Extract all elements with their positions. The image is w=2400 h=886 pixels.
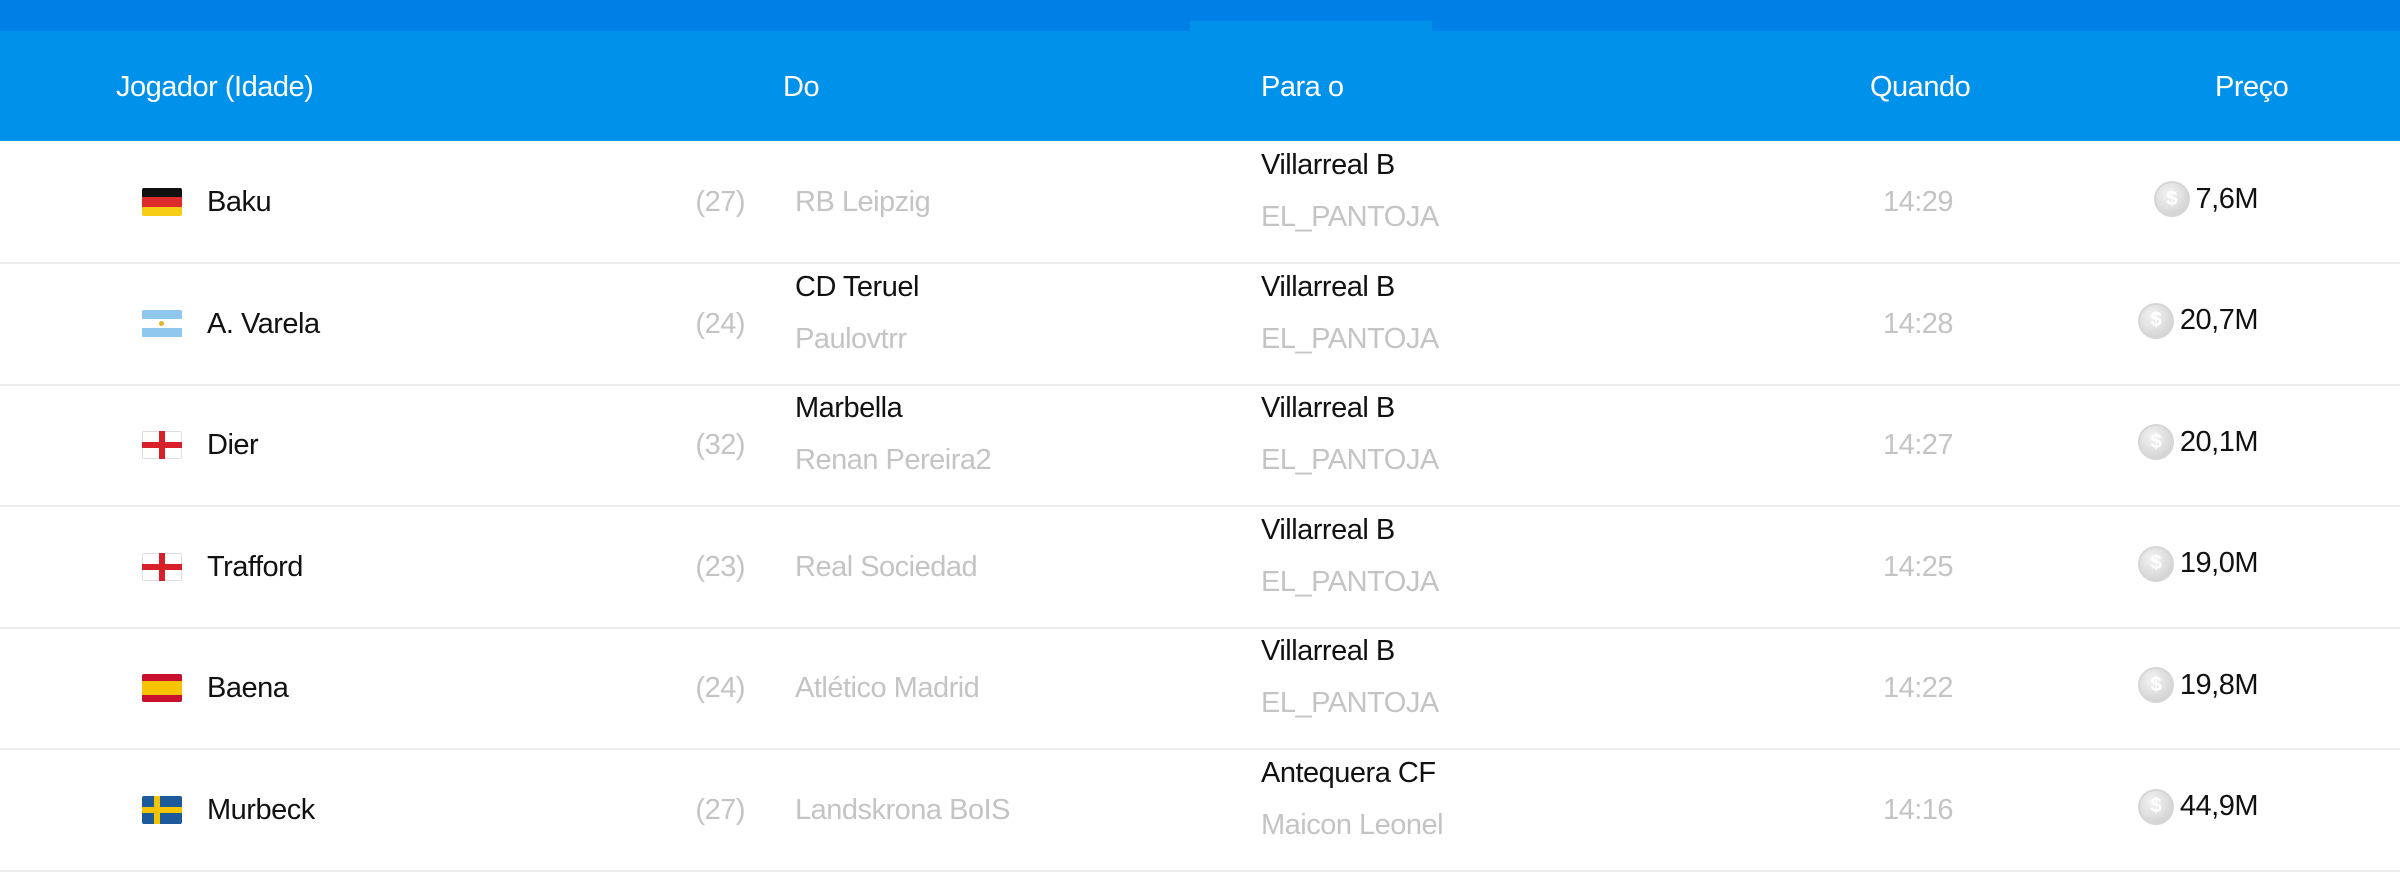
coin-icon: $	[2137, 667, 2174, 703]
transfer-time: 14:29	[1882, 186, 1954, 218]
from-user[interactable]: Renan Pereira2	[795, 444, 992, 476]
active-tab-indicator	[1190, 21, 1432, 33]
price-value: 7,6M	[2195, 182, 2259, 215]
player-age: (32)	[695, 429, 745, 461]
to-club[interactable]: Villarreal B	[1261, 635, 1395, 667]
player-name[interactable]: Baena	[207, 672, 289, 704]
table-row[interactable]: Murbeck (27) Landskrona BoIS Antequera C…	[0, 749, 2400, 872]
player-age: (27)	[695, 793, 745, 826]
coin-icon: $	[2137, 788, 2174, 825]
to-user[interactable]: EL_PANTOJA	[1261, 687, 1439, 719]
price-value: 20,1M	[2179, 425, 2259, 458]
from-club[interactable]: Real Sociedad	[795, 550, 978, 583]
player-age: (24)	[695, 672, 745, 704]
flag-england-icon	[142, 552, 182, 581]
player-age: (27)	[695, 186, 745, 218]
header-player[interactable]: Jogador (Idade)	[116, 71, 314, 103]
player-name[interactable]: Dier	[207, 429, 259, 461]
player-name[interactable]: Murbeck	[207, 793, 315, 826]
price-cell: $20,1M	[2137, 424, 2259, 460]
flag-england-icon	[142, 431, 182, 459]
header-price[interactable]: Preço	[2215, 71, 2289, 103]
header-when[interactable]: Quando	[1870, 71, 1971, 103]
to-user[interactable]: EL_PANTOJA	[1261, 565, 1439, 598]
to-club[interactable]: Villarreal B	[1261, 149, 1395, 181]
from-user[interactable]: Paulovtrr	[795, 322, 907, 355]
to-club[interactable]: Antequera CF	[1261, 756, 1436, 789]
player-name[interactable]: A. Varela	[207, 307, 320, 340]
player-name[interactable]: Trafford	[207, 550, 303, 583]
table-header: Jogador (Idade) Do Para o Quando Preço	[0, 31, 2400, 141]
to-club[interactable]: Villarreal B	[1261, 513, 1395, 546]
table-row[interactable]: A. Varela (24) CD Teruel Paulovtrr Villar…	[0, 263, 2400, 386]
price-cell: $19,8M	[2137, 667, 2259, 703]
transfer-time: 14:27	[1882, 429, 1954, 461]
to-user[interactable]: EL_PANTOJA	[1261, 201, 1439, 233]
from-club[interactable]: RB Leipzig	[795, 186, 931, 218]
to-club[interactable]: Villarreal B	[1261, 270, 1395, 303]
to-user[interactable]: EL_PANTOJA	[1261, 444, 1439, 476]
header-to[interactable]: Para o	[1261, 71, 1344, 103]
price-value: 19,8M	[2179, 668, 2259, 701]
player-age: (24)	[695, 307, 745, 340]
price-cell: $44,9M	[2137, 788, 2259, 825]
coin-icon: $	[2137, 424, 2174, 460]
from-club[interactable]: Landskrona BoIS	[795, 793, 1010, 826]
price-value: 44,9M	[2179, 790, 2259, 822]
header-from[interactable]: Do	[783, 71, 820, 103]
flag-germany-icon	[142, 188, 182, 216]
price-cell: $20,7M	[2137, 302, 2259, 339]
from-club[interactable]: Atlético Madrid	[795, 672, 980, 704]
coin-icon: $	[2137, 545, 2174, 582]
table-row[interactable]: Baena (24) Atlético Madrid Villarreal B E…	[0, 627, 2400, 750]
price-value: 20,7M	[2179, 304, 2259, 336]
transfer-time: 14:28	[1882, 307, 1954, 340]
from-club[interactable]: CD Teruel	[795, 270, 919, 303]
flag-spain-icon	[142, 674, 182, 702]
transfer-time: 14:22	[1882, 672, 1954, 704]
from-club[interactable]: Marbella	[795, 392, 903, 424]
to-user[interactable]: Maicon Leonel	[1261, 808, 1444, 841]
table-row[interactable]: Trafford (23) Real Sociedad Villarreal B…	[0, 506, 2400, 629]
transfer-time: 14:25	[1882, 550, 1954, 583]
player-name[interactable]: Baku	[207, 186, 272, 218]
price-cell: $19,0M	[2137, 545, 2259, 582]
to-user[interactable]: EL_PANTOJA	[1261, 322, 1439, 355]
flag-sweden-icon	[142, 795, 182, 824]
price-cell: $7,6M	[2153, 181, 2259, 217]
coin-icon: $	[2153, 181, 2190, 217]
table-row[interactable]: Baku (27) RB Leipzig Villarreal B EL_PANT…	[0, 141, 2400, 264]
player-age: (23)	[695, 550, 745, 583]
to-club[interactable]: Villarreal B	[1261, 392, 1395, 424]
transfer-time: 14:16	[1882, 793, 1954, 826]
flag-argentina-icon	[142, 309, 182, 338]
table-row[interactable]: Dier (32) Marbella Renan Pereira2 Villarr…	[0, 384, 2400, 507]
price-value: 19,0M	[2179, 547, 2259, 579]
coin-icon: $	[2137, 302, 2174, 339]
